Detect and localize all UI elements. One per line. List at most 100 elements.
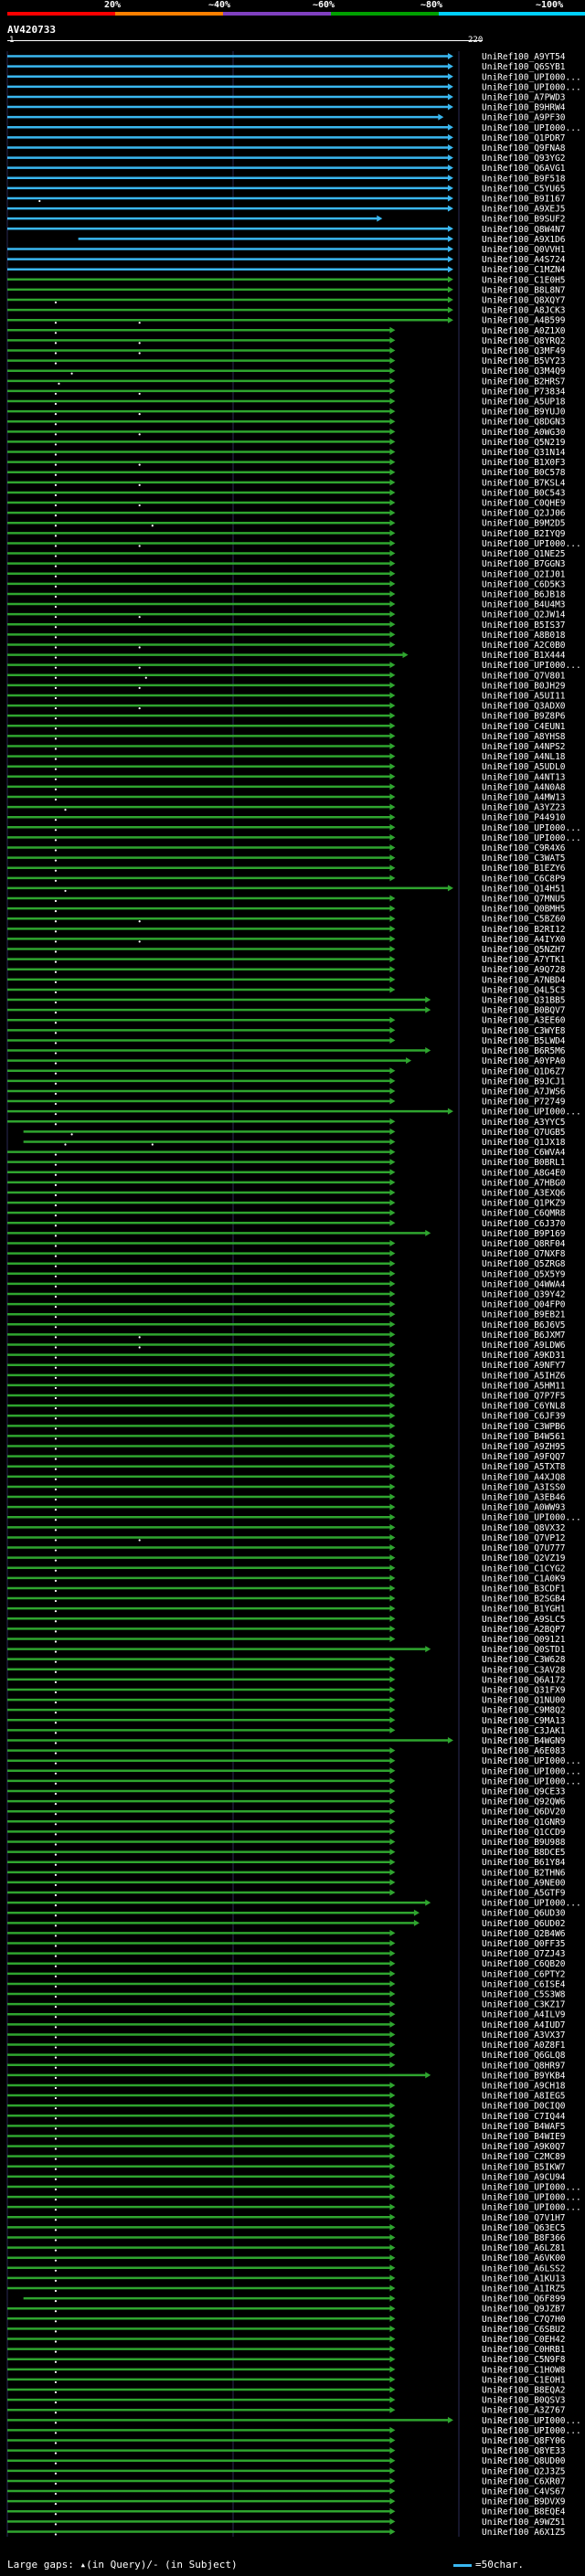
hit-label[interactable]: UniRef100_C3WYE8: [482, 1026, 566, 1036]
hit-label[interactable]: UniRef100_Q31FX9: [482, 1685, 566, 1695]
hit-row[interactable]: UniRef100_D0CIQ0: [7, 2102, 566, 2112]
hit-row[interactable]: UniRef100_Q7P7F5: [7, 1392, 566, 1402]
hit-row[interactable]: UniRef100_C5N9F8: [7, 2355, 566, 2365]
hit-row[interactable]: UniRef100_A6LZ81: [7, 2243, 566, 2253]
hit-row[interactable]: UniRef100_A4S724: [7, 255, 566, 265]
hit-row[interactable]: UniRef100_A9PF30: [7, 113, 566, 123]
hit-label[interactable]: UniRef100_P44910: [482, 813, 566, 823]
hit-row[interactable]: UniRef100_Q7V1H7: [7, 2213, 566, 2223]
hit-label[interactable]: UniRef100_B0JH29: [482, 681, 566, 691]
hit-label[interactable]: UniRef100_A1IRZ5: [482, 2284, 566, 2295]
hit-row[interactable]: UniRef100_C5YU65: [7, 184, 566, 194]
hit-label[interactable]: UniRef100_A4ILV9: [482, 2010, 566, 2020]
hit-label[interactable]: UniRef100_B4WIE9: [482, 2132, 566, 2142]
hit-row[interactable]: UniRef100_B4WIE9: [7, 2132, 566, 2142]
hit-row[interactable]: UniRef100_Q6UD30: [7, 1909, 566, 1919]
hit-label[interactable]: UniRef100_Q7ZJ43: [482, 1949, 566, 1959]
hit-row[interactable]: UniRef100_Q0STD1: [7, 1645, 566, 1655]
hit-row[interactable]: UniRef100_Q14H51: [7, 884, 566, 894]
hit-label[interactable]: UniRef100_Q2IJ01: [482, 569, 566, 579]
hit-label[interactable]: UniRef100_Q3MF49: [482, 346, 566, 356]
hit-label[interactable]: UniRef100_UPI000...: [482, 833, 581, 843]
hit-row[interactable]: UniRef100_B7KSL4: [7, 478, 566, 488]
hit-row[interactable]: UniRef100_P72749: [7, 1097, 566, 1108]
hit-row[interactable]: UniRef100_B4U4M3: [7, 600, 566, 610]
hit-label[interactable]: UniRef100_P73834: [482, 387, 566, 397]
hit-row[interactable]: UniRef100_Q2JW14: [7, 610, 566, 620]
hit-row[interactable]: UniRef100_B7GGN3: [7, 559, 566, 569]
hit-label[interactable]: UniRef100_C6J370: [482, 1219, 566, 1229]
hit-label[interactable]: UniRef100_B8DCE5: [482, 1848, 566, 1858]
hit-row[interactable]: UniRef100_Q1PDR7: [7, 133, 566, 143]
hit-row[interactable]: UniRef100_A7YTK1: [7, 955, 566, 965]
hit-row[interactable]: UniRef100_A3EE60: [7, 1016, 566, 1026]
hit-label[interactable]: UniRef100_A8JCK3: [482, 306, 566, 316]
hit-row[interactable]: UniRef100_C6YNL8: [7, 1402, 566, 1412]
hit-label[interactable]: UniRef100_A3ISS0: [482, 1482, 566, 1492]
hit-row[interactable]: UniRef100_Q7NXF8: [7, 1249, 566, 1259]
hit-label[interactable]: UniRef100_Q6SYB1: [482, 62, 566, 72]
hit-row[interactable]: UniRef100_B9M2D5: [7, 519, 566, 529]
hit-row[interactable]: UniRef100_A8YHS8: [7, 732, 566, 742]
hit-row[interactable]: UniRef100_C3KZ17: [7, 2000, 566, 2010]
hit-label[interactable]: UniRef100_C5YU65: [482, 184, 566, 194]
hit-row[interactable]: UniRef100_Q8XQY7: [7, 296, 566, 306]
hit-row[interactable]: UniRef100_A3VX37: [7, 2030, 566, 2041]
hit-label[interactable]: UniRef100_Q8RF04: [482, 1239, 566, 1249]
hit-label[interactable]: UniRef100_UPI000...: [482, 1513, 581, 1523]
hit-row[interactable]: UniRef100_P44910: [7, 813, 566, 823]
hit-row[interactable]: UniRef100_UPI000...: [7, 833, 581, 843]
hit-label[interactable]: UniRef100_A4NT13: [482, 772, 566, 782]
hit-row[interactable]: UniRef100_C3WAT5: [7, 853, 566, 864]
hit-row[interactable]: UniRef100_Q2VZ19: [7, 1553, 566, 1564]
hit-label[interactable]: UniRef100_Q7U777: [482, 1543, 566, 1553]
hit-label[interactable]: UniRef100_Q0BMH5: [482, 905, 566, 915]
hit-row[interactable]: UniRef100_C2MC89: [7, 2152, 566, 2162]
hit-label[interactable]: UniRef100_UPI000...: [482, 2182, 581, 2192]
hit-row[interactable]: UniRef100_UPI000...: [7, 1513, 581, 1523]
hit-row[interactable]: UniRef100_A2BQP7: [7, 1625, 566, 1635]
hit-label[interactable]: UniRef100_Q6GLQ8: [482, 2051, 566, 2061]
hit-row[interactable]: UniRef100_C0QHE9: [7, 499, 566, 509]
hit-label[interactable]: UniRef100_B0C543: [482, 488, 566, 498]
hit-label[interactable]: UniRef100_C6QB20: [482, 1959, 566, 1969]
hit-row[interactable]: UniRef100_Q9FNA8: [7, 143, 566, 154]
hit-label[interactable]: UniRef100_Q5ZRG8: [482, 1259, 566, 1269]
hit-row[interactable]: UniRef100_Q6DV20: [7, 1807, 566, 1818]
hit-row[interactable]: UniRef100_Q8YRQ2: [7, 336, 566, 346]
hit-row[interactable]: UniRef100_B9SUF2: [7, 215, 566, 225]
hit-label[interactable]: UniRef100_A7JWS6: [482, 1087, 566, 1097]
hit-label[interactable]: UniRef100_A6E083: [482, 1746, 566, 1756]
hit-row[interactable]: UniRef100_A3YYC5: [7, 1118, 566, 1128]
hit-row[interactable]: UniRef100_B4WAF5: [7, 2122, 566, 2132]
hit-row[interactable]: UniRef100_A6X1Z5: [7, 2528, 566, 2537]
hit-label[interactable]: UniRef100_UPI000...: [482, 1756, 581, 1766]
hit-row[interactable]: UniRef100_A9LDW6: [7, 1341, 566, 1351]
hit-label[interactable]: UniRef100_C3W628: [482, 1655, 566, 1665]
hit-row[interactable]: UniRef100_A4XJQ8: [7, 1472, 566, 1482]
hit-row[interactable]: UniRef100_UPI000...: [7, 2182, 581, 2192]
hit-label[interactable]: UniRef100_Q5NZH7: [482, 945, 566, 955]
hit-row[interactable]: UniRef100_Q0VVH1: [7, 245, 566, 255]
hit-label[interactable]: UniRef100_Q8W4N7: [482, 225, 566, 235]
hit-row[interactable]: UniRef100_B2HRS7: [7, 376, 566, 387]
hit-row[interactable]: UniRef100_Q2J3Z5: [7, 2466, 566, 2476]
hit-label[interactable]: UniRef100_UPI000...: [482, 661, 581, 671]
hit-row[interactable]: UniRef100_Q9JZB7: [7, 2305, 566, 2315]
hit-label[interactable]: UniRef100_B2HRS7: [482, 376, 566, 387]
hit-row[interactable]: UniRef100_Q1D6Z7: [7, 1066, 566, 1076]
hit-label[interactable]: UniRef100_A9X1D6: [482, 235, 566, 245]
hit-label[interactable]: UniRef100_B6J6V5: [482, 1320, 566, 1330]
hit-label[interactable]: UniRef100_B1YGH1: [482, 1605, 566, 1615]
hit-label[interactable]: UniRef100_A0Z8F1: [482, 2041, 566, 2051]
hit-label[interactable]: UniRef100_Q8YE33: [482, 2446, 566, 2456]
hit-row[interactable]: UniRef100_B8EQE4: [7, 2507, 566, 2518]
hit-row[interactable]: UniRef100_B9Z8P6: [7, 712, 566, 722]
hit-row[interactable]: UniRef100_Q5NZH7: [7, 945, 566, 955]
hit-row[interactable]: UniRef100_UPI000...: [7, 539, 581, 549]
hit-label[interactable]: UniRef100_A4MW13: [482, 793, 566, 803]
hit-label[interactable]: UniRef100_B9Z8P6: [482, 712, 566, 722]
hit-label[interactable]: UniRef100_C5N9F8: [482, 2355, 566, 2365]
hit-label[interactable]: UniRef100_A9K0Q7: [482, 2142, 566, 2152]
hit-label[interactable]: UniRef100_Q2J3Z5: [482, 2466, 566, 2476]
